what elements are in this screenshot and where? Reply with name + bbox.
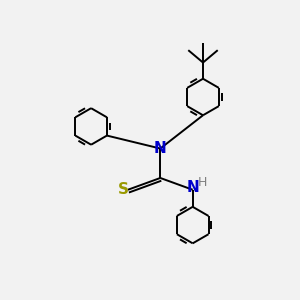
Text: N: N xyxy=(186,180,199,195)
Text: S: S xyxy=(118,182,129,197)
Text: N: N xyxy=(154,141,167,156)
Text: H: H xyxy=(197,176,207,189)
